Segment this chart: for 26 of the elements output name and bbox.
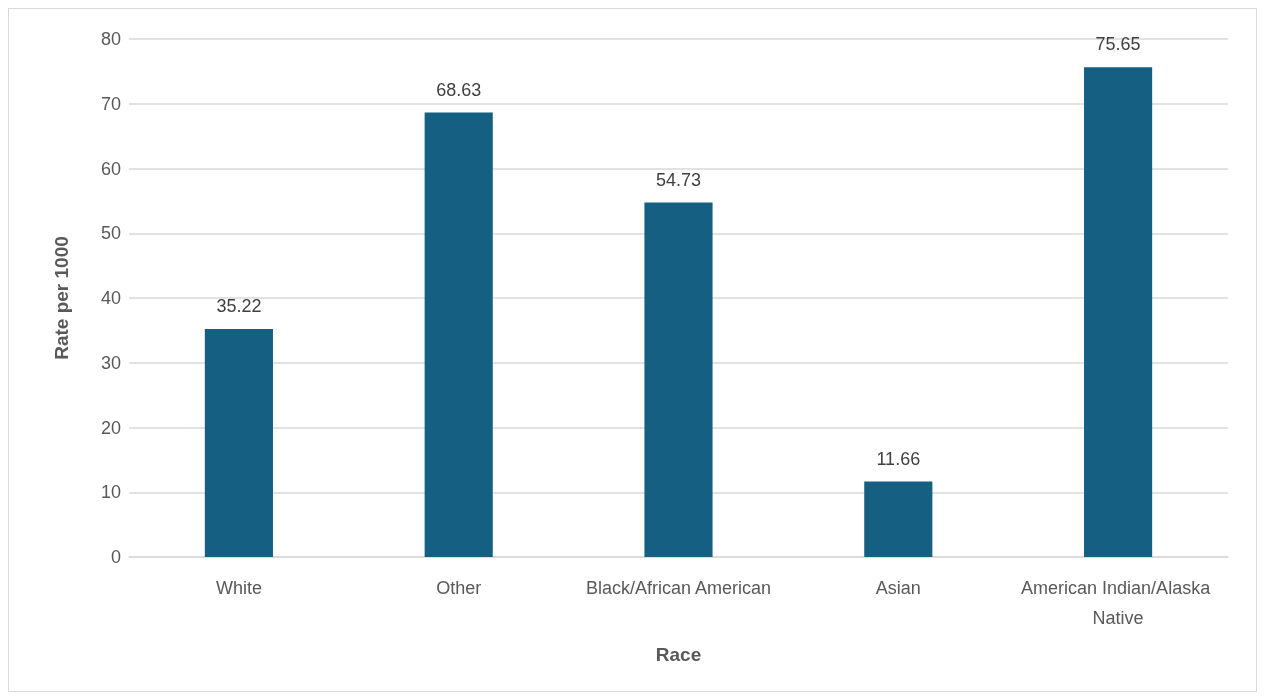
x-tick-label: Other [436,578,482,598]
y-tick-label: 40 [100,288,121,308]
bar [424,112,493,557]
x-tick-label: Asian [875,578,921,598]
y-tick-label: 30 [100,352,121,373]
x-tick-label: White [215,578,262,598]
y-tick-label: 0 [110,547,121,567]
bar [864,481,933,557]
y-tick-label: 60 [100,158,121,179]
data-label: 68.63 [436,79,482,100]
bar [644,202,713,557]
data-label: 35.22 [216,295,262,316]
x-tick-label: Black/African American [585,578,772,598]
data-label: 11.66 [876,448,921,469]
y-tick-label: 70 [100,93,121,114]
y-tick-label: 20 [100,417,121,438]
x-tick-label: American Indian/Alaska Native [1021,578,1216,628]
x-axis-title: Race [655,644,702,665]
y-axis-title: Rate per 1000 [51,236,72,360]
y-tick-label: 80 [100,29,121,49]
bar [1084,67,1153,557]
data-label: 75.65 [1095,34,1141,55]
data-label: 54.73 [655,169,702,190]
y-tick-label: 10 [100,482,121,503]
y-tick-label: 50 [100,223,121,244]
bar [204,328,273,557]
